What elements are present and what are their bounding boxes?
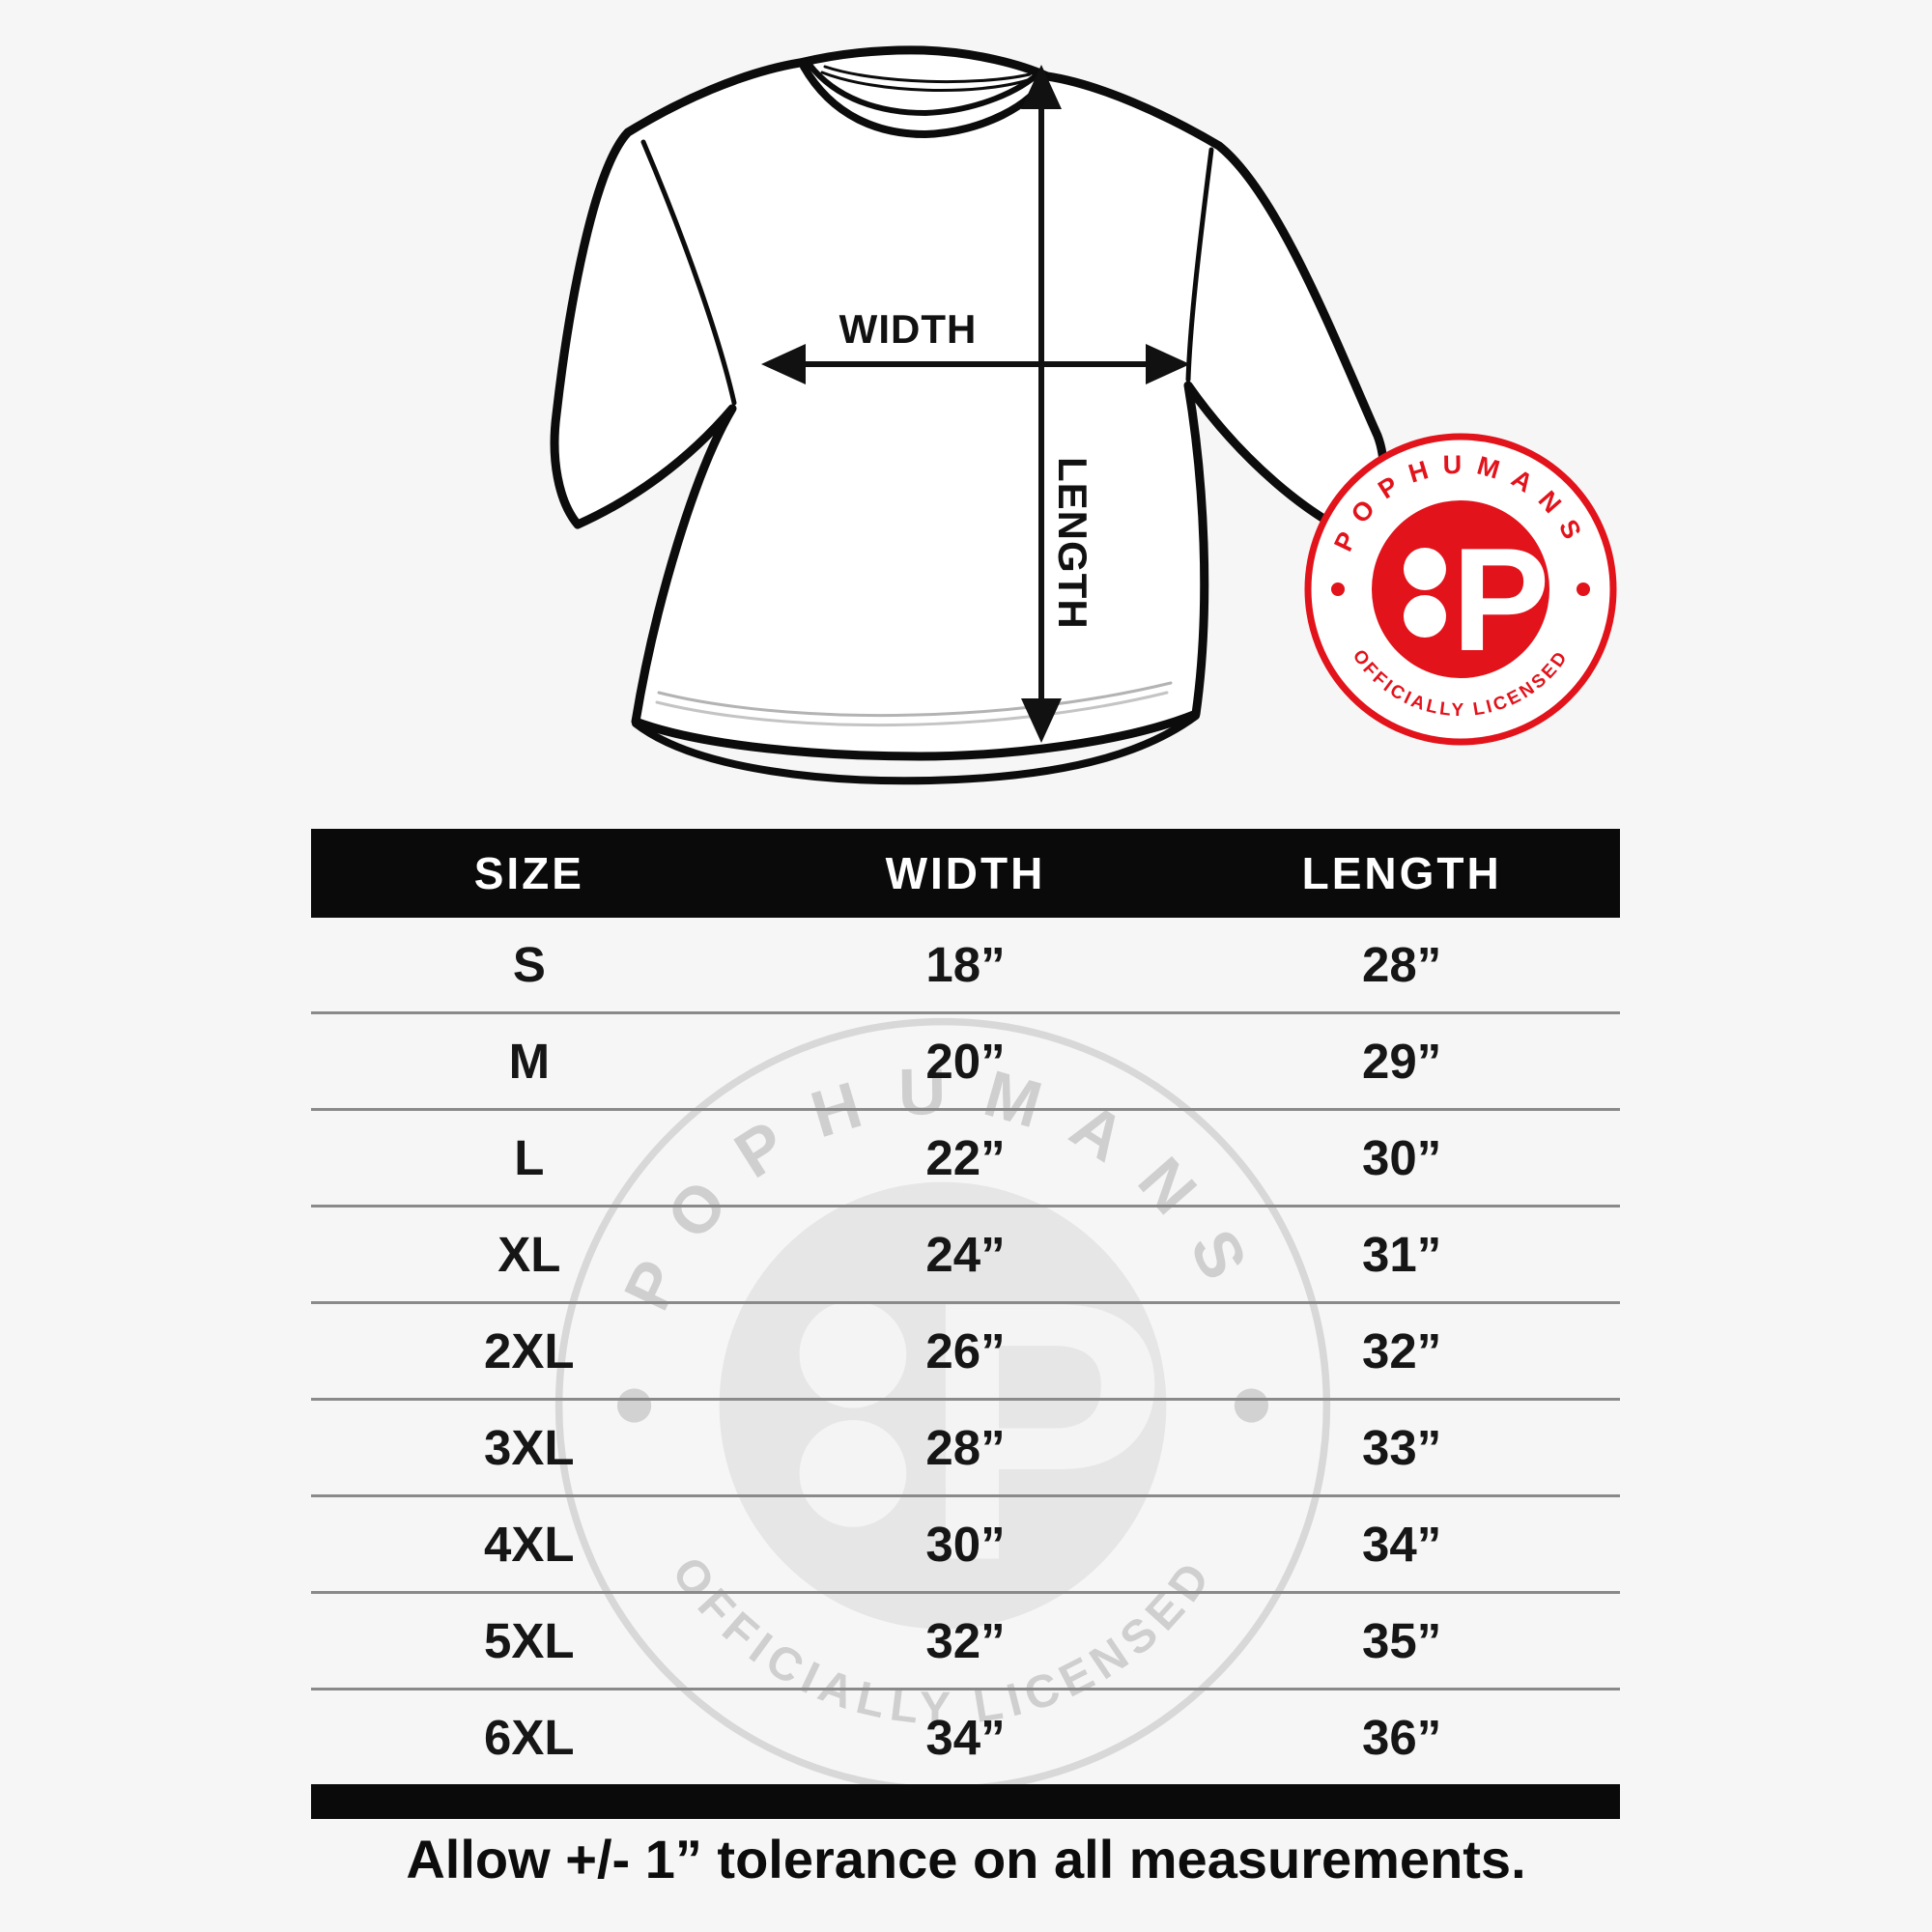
size-cell: 5XL	[484, 1613, 575, 1668]
table-row: 3XL 28” 33”	[311, 1398, 1620, 1494]
table-row: L 22” 30”	[311, 1108, 1620, 1205]
svg-text:P: P	[1452, 518, 1549, 682]
length-cell: 35”	[1362, 1613, 1442, 1668]
watermark-left-dot	[616, 1388, 652, 1423]
length-cell: 30”	[1362, 1130, 1442, 1185]
size-table-body: S 18” 28” M 20” 29” L 22” 30” XL 24” 31”…	[311, 918, 1620, 1784]
size-cell: 3XL	[484, 1420, 575, 1475]
table-bottom-bar	[311, 1784, 1620, 1819]
column-header-length: LENGTH	[1301, 848, 1502, 898]
watermark-logo-icon: P	[719, 1181, 1167, 1637]
size-cell: 6XL	[484, 1710, 575, 1765]
officially-licensed-badge: POPHUMANS OFFICIALLY LICENSED P	[1304, 433, 1617, 746]
badge-right-dot	[1577, 582, 1590, 596]
table-header-bar: SIZE WIDTH LENGTH	[311, 829, 1620, 918]
width-cell: 28”	[925, 1420, 1006, 1475]
width-arrow	[761, 344, 1190, 384]
table-row: 5XL 32” 35”	[311, 1591, 1620, 1688]
length-cell: 29”	[1362, 1034, 1442, 1089]
width-cell: 32”	[925, 1613, 1006, 1668]
tolerance-note: Allow +/- 1” tolerance on all measuremen…	[406, 1829, 1526, 1889]
length-cell: 33”	[1362, 1420, 1442, 1475]
tshirt-measurement-diagram: WIDTH LENGTH	[550, 45, 1389, 785]
width-cell: 24”	[925, 1227, 1006, 1282]
tshirt-outline	[550, 45, 1389, 785]
size-chart-table: SIZE WIDTH LENGTH S 18” 28” M 20” 29” L …	[311, 829, 1620, 1819]
table-row: XL 24” 31”	[311, 1205, 1620, 1301]
length-cell: 32”	[1362, 1323, 1442, 1378]
column-header-size: SIZE	[473, 848, 584, 898]
table-row: 2XL 26” 32”	[311, 1301, 1620, 1398]
table-row: 4XL 30” 34”	[311, 1494, 1620, 1591]
width-cell: 18”	[925, 937, 1006, 992]
size-cell: 2XL	[484, 1323, 575, 1378]
watermark-right-dot	[1234, 1388, 1269, 1423]
table-row: M 20” 29”	[311, 1011, 1620, 1108]
table-row: S 18” 28”	[311, 918, 1620, 1011]
width-cell: 26”	[925, 1323, 1006, 1378]
length-arrow-label: LENGTH	[1050, 457, 1095, 630]
width-arrow-label: WIDTH	[839, 306, 978, 352]
size-cell: XL	[497, 1227, 561, 1282]
length-cell: 36”	[1362, 1710, 1442, 1765]
svg-text:P: P	[921, 1225, 1167, 1637]
column-header-width: WIDTH	[885, 848, 1046, 898]
table-row: 6XL 34” 36”	[311, 1688, 1620, 1784]
width-cell: 30”	[925, 1517, 1006, 1572]
length-arrow	[1021, 65, 1062, 743]
size-cell: S	[512, 937, 546, 992]
size-cell: M	[508, 1034, 551, 1089]
length-cell: 34”	[1362, 1517, 1442, 1572]
badge-left-dot	[1331, 582, 1345, 596]
length-cell: 28”	[1362, 937, 1442, 992]
length-cell: 31”	[1362, 1227, 1442, 1282]
size-cell: 4XL	[484, 1517, 575, 1572]
size-cell: L	[514, 1130, 545, 1185]
width-cell: 34”	[925, 1710, 1006, 1765]
pophumans-logo-icon: P	[1372, 500, 1549, 682]
width-cell: 20”	[925, 1034, 1006, 1089]
brand-watermark: POPHUMANS OFFICIALLY LICENSED P	[554, 1017, 1331, 1794]
width-cell: 22”	[925, 1130, 1006, 1185]
